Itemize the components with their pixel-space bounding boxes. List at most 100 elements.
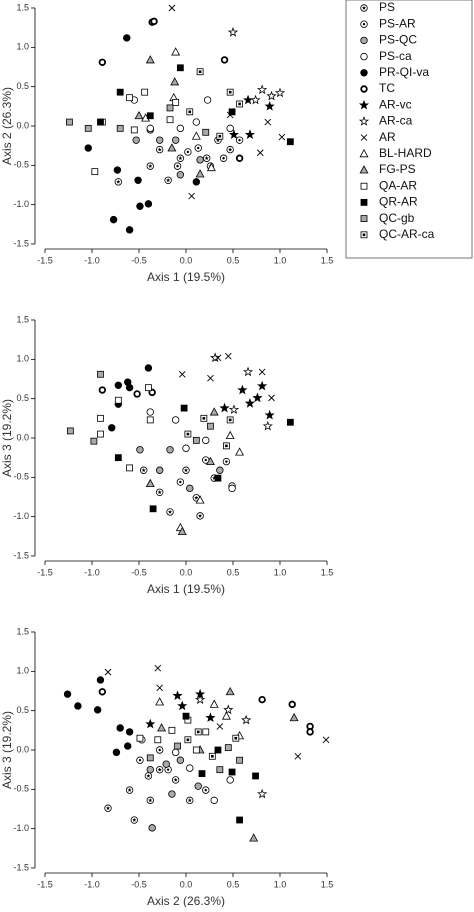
marker-shape	[360, 134, 368, 141]
y-tick-label: 1.5	[16, 626, 29, 636]
y-axis-title: Axis 3 (19.2%)	[0, 399, 14, 477]
point	[221, 711, 231, 720]
point	[191, 131, 201, 140]
marker-inner	[202, 417, 206, 420]
marker-inner	[222, 157, 225, 160]
marker-shape	[202, 728, 210, 736]
point	[104, 804, 112, 812]
point	[125, 786, 134, 794]
point	[258, 368, 266, 376]
legend-label: TC	[379, 81, 395, 95]
point	[226, 416, 234, 424]
marker-shape	[178, 370, 186, 378]
x-tick-label: 0.0	[180, 255, 193, 265]
point	[186, 108, 194, 116]
point	[141, 88, 149, 96]
marker-inner	[116, 179, 121, 184]
marker-inner	[146, 773, 151, 778]
point	[84, 124, 92, 132]
legend-label: QC-gb	[379, 211, 415, 225]
point	[146, 754, 154, 762]
point	[125, 383, 134, 392]
point	[166, 116, 174, 124]
marker-shape	[174, 742, 181, 750]
marker-shape	[242, 94, 254, 105]
point	[168, 4, 176, 12]
point	[126, 94, 133, 102]
point	[195, 694, 206, 704]
marker-inner	[238, 102, 241, 106]
marker-inner	[204, 156, 209, 161]
point	[203, 96, 212, 104]
point	[322, 736, 330, 744]
point	[167, 143, 177, 152]
x-tick-label: 1.0	[274, 567, 287, 577]
marker-shape	[264, 409, 275, 420]
marker-inner	[212, 475, 217, 480]
y-tick-label: 0.5	[16, 81, 29, 91]
marker-shape	[221, 711, 231, 720]
marker-shape	[209, 699, 219, 708]
point	[176, 124, 185, 133]
marker-shape	[235, 154, 244, 162]
point	[257, 380, 268, 391]
x-axis-title: Axis 1 (19.5%)	[147, 582, 225, 596]
marker-shape	[216, 723, 224, 730]
marker-shape	[194, 782, 202, 790]
point	[173, 162, 182, 170]
marker-shape	[192, 436, 200, 444]
marker-inner	[157, 490, 162, 495]
point	[126, 464, 133, 472]
point	[235, 154, 244, 162]
y-tick-label: 0.0	[16, 744, 29, 754]
point	[192, 746, 200, 754]
marker-shape	[216, 766, 224, 774]
point	[252, 772, 259, 780]
point	[194, 782, 202, 790]
marker-shape	[98, 386, 107, 394]
point	[116, 88, 124, 96]
marker-shape	[252, 772, 259, 780]
x-axis-title: Axis 2 (26.3%)	[147, 894, 225, 907]
point	[226, 88, 234, 96]
point	[174, 742, 181, 750]
marker-shape	[198, 770, 206, 777]
point	[278, 133, 286, 141]
point	[192, 178, 201, 186]
marker-shape	[109, 215, 118, 224]
marker-inner	[198, 513, 203, 518]
legend-label: PS-AR	[379, 16, 416, 30]
point	[195, 495, 205, 504]
point	[274, 87, 286, 98]
point	[157, 723, 167, 732]
x-axis-title: Axis 1 (19.5%)	[147, 270, 225, 284]
x-tick-label: -0.5	[131, 255, 147, 265]
marker-shape	[205, 456, 215, 466]
point	[177, 700, 188, 711]
y-tick-label: 0.5	[16, 705, 29, 715]
marker-inner	[194, 495, 199, 500]
marker-shape	[192, 178, 201, 186]
marker-shape	[224, 744, 232, 752]
marker-inner	[218, 134, 222, 138]
point	[154, 736, 162, 744]
point	[228, 129, 240, 139]
marker-shape	[98, 58, 107, 66]
point	[176, 171, 185, 179]
marker-shape	[256, 149, 264, 157]
point	[98, 688, 107, 696]
point	[184, 148, 192, 156]
point	[256, 149, 264, 157]
x-tick-label: -0.5	[131, 879, 147, 889]
marker-shape	[226, 124, 234, 133]
marker-shape	[224, 352, 232, 360]
point	[237, 384, 248, 395]
marker-shape	[322, 736, 330, 744]
x-tick-label: 0.0	[180, 567, 193, 577]
point	[146, 124, 154, 133]
legend-label: AR-vc	[379, 97, 412, 111]
point	[134, 110, 144, 120]
marker-shape	[144, 364, 153, 372]
point	[113, 166, 122, 174]
